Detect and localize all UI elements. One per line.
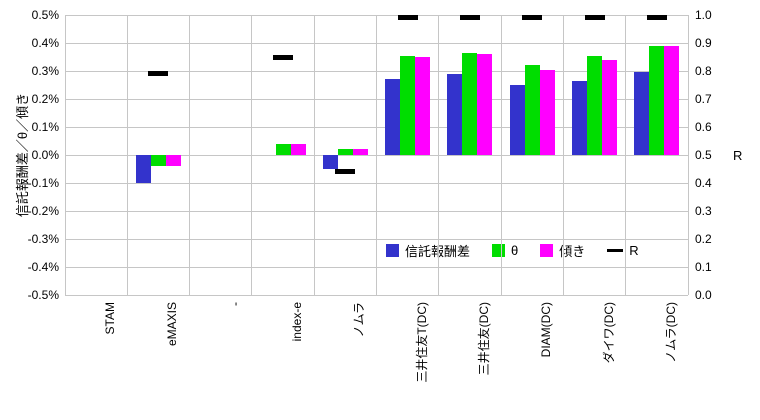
r-marker [646,15,667,21]
v-gridline [687,15,689,295]
legend-swatch-icon [540,244,554,257]
v-gridline [500,15,502,295]
h-gridline [65,294,688,296]
r-marker [335,169,356,175]
bar-θ [400,55,416,155]
category-label: ダイワ(DC) [601,302,616,364]
bar-傾き [290,143,306,155]
category-label: ノムラ [352,302,367,338]
category-label: - [227,302,242,306]
category-label: ノムラ(DC) [663,302,678,363]
legend: 信託報酬差 θ 傾き R [378,238,647,263]
bar-信託報酬差 [322,155,338,169]
category-label: STAM [103,302,118,335]
left-axis-tick-label: -0.4% [27,260,59,274]
bar-θ [649,45,665,155]
right-axis-tick-label: 0.9 [695,36,712,50]
right-axis-tick-label: 1.0 [695,8,712,22]
legend-item-θ: θ [492,243,518,258]
bar-信託報酬差 [447,73,463,155]
bar-θ [524,65,540,155]
v-gridline [438,15,440,295]
bar-傾き [664,45,680,155]
category-label: index-e [290,302,305,342]
bar-信託報酬差 [572,80,588,155]
left-axis-tick-label: 0.5% [31,8,59,22]
left-axis-tick-label: -0.5% [27,288,59,302]
bar-θ [587,55,603,155]
left-axis-tick-label: 0.3% [31,64,59,78]
legend-item-R: R [607,243,639,258]
right-axis-tick-label: 0.2 [695,232,712,246]
v-gridline [126,15,128,295]
category-label: 三井住友T(DC) [414,302,429,383]
right-axis-tick-label: 0.8 [695,64,712,78]
right-axis-tick-label: 0.4 [695,176,712,190]
bar-信託報酬差 [634,72,650,155]
v-gridline [313,15,315,295]
legend-label: 傾き [559,244,586,259]
v-gridline [376,15,377,295]
r-marker [148,71,169,77]
legend-dash-icon [607,249,624,252]
bar-傾き [352,149,368,155]
bar-信託報酬差 [135,155,151,183]
category-label: DIAM(DC) [539,302,554,358]
bar-傾き [477,54,493,155]
bar-傾き [415,57,431,155]
v-gridline [189,15,191,295]
legend-swatch-icon [386,244,399,257]
legend-label: 信託報酬差 [405,241,470,260]
category-label: eMAXIS [165,302,180,347]
right-axis-tick-label: 0.3 [695,204,712,218]
bar-傾き [602,59,618,155]
left-axis-tick-label: 0.4% [31,36,59,50]
right-axis-tick-label: 0.0 [695,288,712,302]
right-axis-tick-label: 0.5 [695,148,712,162]
legend-item-信託報酬差: 信託報酬差 [386,241,470,260]
bar-θ [275,143,291,155]
legend-label: R [629,243,639,258]
v-gridline [562,15,564,295]
legend-swatch-icon [492,244,506,257]
legend-item-傾き: 傾き [540,241,585,260]
bar-傾き [165,155,181,167]
left-axis-tick-label: -0.3% [27,232,59,246]
r-marker [459,15,480,21]
v-gridline [625,15,627,295]
left-axis-tick-label: -0.2% [27,204,59,218]
left-axis-tick-label: 0.1% [31,120,59,134]
right-axis-tick-label: 0.6 [695,120,712,134]
left-axis-tick-label: -0.1% [27,176,59,190]
left-axis-tick-label: 0.0% [31,148,59,162]
left-axis-tick-label: 0.2% [31,92,59,106]
right-axis-tick-label: 0.7 [695,92,712,106]
bar-信託報酬差 [509,85,525,155]
r-marker [584,15,605,21]
legend-label: θ [511,243,519,258]
r-marker [273,54,294,60]
r-marker [522,15,543,21]
v-gridline [64,15,66,295]
bar-θ [150,155,166,167]
v-gridline [251,15,253,295]
bar-傾き [539,69,555,155]
right-axis-tick-label: 0.1 [695,260,712,274]
bar-θ [337,149,353,155]
bar-信託報酬差 [385,79,401,155]
category-label: 三井住友(DC) [476,302,491,376]
right-axis-title: R [733,148,743,163]
bar-θ [462,52,478,155]
r-marker [397,15,418,21]
